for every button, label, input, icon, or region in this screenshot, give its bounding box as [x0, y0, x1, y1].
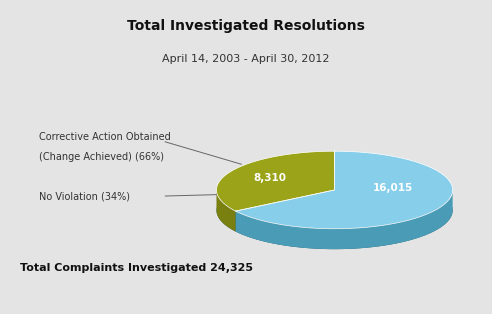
Polygon shape — [216, 172, 453, 249]
Text: 8,310: 8,310 — [254, 174, 287, 183]
Text: Total Investigated Resolutions: Total Investigated Resolutions — [127, 19, 365, 33]
Text: 16,015: 16,015 — [373, 183, 413, 192]
Polygon shape — [236, 190, 453, 249]
Polygon shape — [236, 151, 453, 229]
Polygon shape — [216, 151, 335, 211]
Text: Total Complaints Investigated 24,325: Total Complaints Investigated 24,325 — [20, 263, 253, 273]
Text: No Violation (34%): No Violation (34%) — [39, 191, 130, 201]
Text: (Change Achieved) (66%): (Change Achieved) (66%) — [39, 152, 164, 162]
Text: April 14, 2003 - April 30, 2012: April 14, 2003 - April 30, 2012 — [162, 54, 330, 64]
Polygon shape — [216, 190, 236, 231]
Text: Corrective Action Obtained: Corrective Action Obtained — [39, 132, 171, 142]
